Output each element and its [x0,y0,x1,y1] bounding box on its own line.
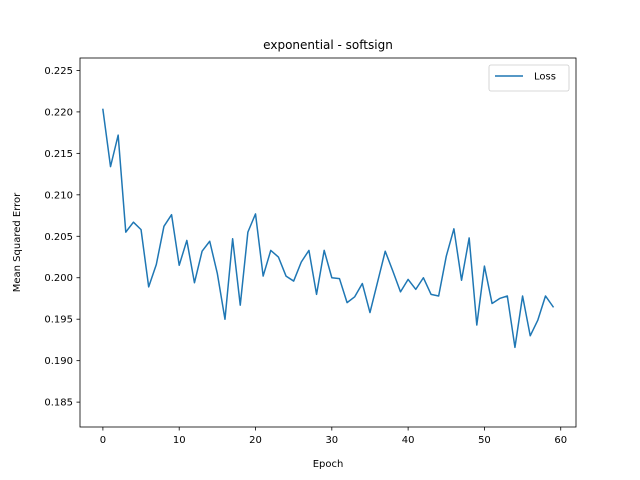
x-tick-label: 20 [249,435,262,446]
x-tick-label: 30 [325,435,338,446]
series-line-loss [102,108,555,349]
y-tick-label: 0.205 [44,232,73,243]
y-tick-label: 0.185 [44,398,73,409]
plot-area [80,58,576,427]
y-axis-label: Mean Squared Error [12,192,23,292]
y-tick-label: 0.195 [44,315,73,326]
x-tick-label: 0 [100,435,106,446]
x-tick-label: 10 [173,435,186,446]
y-tick-label: 0.220 [44,107,73,118]
y-tick-label: 0.210 [44,190,73,201]
plot-frame [79,57,577,428]
legend-label-loss: Loss [534,72,556,83]
y-axis-ticks: 0.185 0.190 0.195 0.200 0.205 0.210 0.215 0.220… [44,66,80,409]
x-tick-label: 60 [554,435,567,446]
chart-title: exponential - softsign [263,38,393,52]
x-tick-label: 50 [478,435,491,446]
x-tick-label: 40 [402,435,415,446]
y-tick-label: 0.190 [44,356,73,367]
legend-box [488,64,570,92]
y-tick-label: 0.200 [44,273,73,284]
y-tick-label: 0.225 [44,66,73,77]
x-axis-label: Epoch [313,459,344,470]
y-tick-label: 0.215 [44,149,73,160]
legend: Loss [488,64,570,92]
x-axis-ticks: 0 10 20 30 40 50 60 [100,427,567,446]
